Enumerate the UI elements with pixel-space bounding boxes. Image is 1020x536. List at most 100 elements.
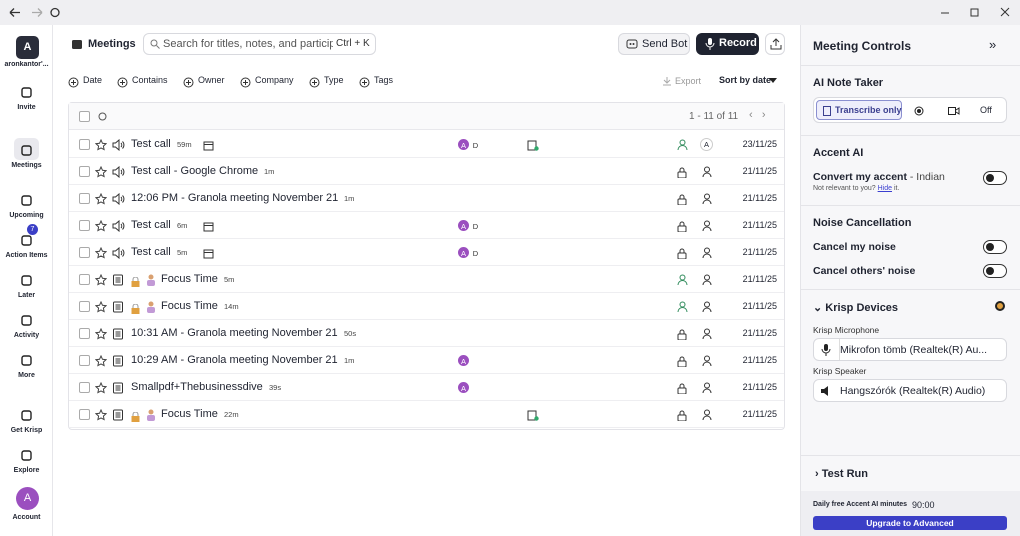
send-bot-label: Send Bot (642, 38, 688, 50)
nav-item[interactable] (14, 138, 39, 160)
send-bot-button[interactable]: Send Bot (618, 33, 690, 55)
meeting-title: Smallpdf+Thebusinessdive (131, 381, 263, 393)
star-icon[interactable] (94, 381, 108, 399)
page-arrows[interactable]: ‹ › (749, 109, 766, 121)
video-option[interactable] (948, 106, 960, 116)
row-checkbox[interactable] (79, 247, 90, 258)
meeting-date: 21/11/25 (742, 193, 777, 203)
meeting-title: Focus Time (161, 300, 218, 312)
share-button[interactable] (765, 33, 785, 55)
minutes-value: 90:00 (912, 500, 935, 510)
text (21, 355, 32, 366)
text (94, 327, 108, 340)
nav-item[interactable] (14, 308, 39, 330)
star-icon[interactable] (94, 165, 108, 183)
others-noise-toggle[interactable] (983, 264, 1007, 278)
table-row[interactable]: Smallpdf+Thebusinessdive 39s A 21/11/25 (69, 374, 784, 401)
hide-link[interactable]: Hide (877, 185, 893, 192)
devices-title[interactable]: ⌄ Krisp Devices (813, 301, 898, 314)
footer-icon[interactable] (21, 448, 32, 466)
type-icon (112, 300, 124, 318)
owner-icon (702, 246, 712, 264)
record-button[interactable]: Record (696, 33, 759, 55)
workspace-avatar[interactable]: A (16, 36, 39, 59)
browser-nav[interactable] (6, 5, 66, 20)
window-controls[interactable] (935, 5, 1015, 20)
footer-icon[interactable] (21, 408, 32, 426)
note-taker-title: AI Note Taker (813, 77, 884, 89)
star-icon[interactable] (94, 300, 108, 318)
row-checkbox[interactable] (79, 328, 90, 339)
off-option[interactable]: Off (980, 105, 992, 115)
star-icon[interactable] (94, 408, 108, 426)
nav-icon (21, 143, 32, 161)
row-checkbox[interactable] (79, 301, 90, 312)
export-button[interactable]: Export (675, 76, 702, 86)
meeting-duration: 5m (224, 275, 235, 284)
my-noise-toggle[interactable] (983, 240, 1007, 254)
table-row[interactable]: Focus Time 22m 21/11/25 (69, 401, 784, 428)
collapse-panel[interactable]: » (989, 37, 997, 52)
nav-item[interactable] (14, 348, 39, 370)
table-row[interactable]: 12:06 PM - Granola meeting November 21 1m… (69, 185, 784, 212)
table-row[interactable]: Test call 6m A D 21/11/25 (69, 212, 784, 239)
search-box[interactable]: Search for titles, notes, and participan… (143, 33, 376, 55)
star-icon[interactable] (94, 354, 108, 372)
mic-select[interactable]: Mikrofon tömb (Realtek(R) Au... (813, 338, 1007, 361)
private-icon (677, 219, 687, 237)
text (203, 249, 214, 259)
sort-dropdown[interactable]: Sort by date (719, 75, 772, 85)
noise-title: Noise Cancellation (813, 217, 912, 229)
star-icon[interactable] (94, 327, 108, 345)
text (131, 303, 140, 314)
table-row[interactable]: Test call 5m A D 21/11/25 (69, 239, 784, 266)
accent-toggle[interactable] (983, 171, 1007, 185)
row-checkbox[interactable] (79, 382, 90, 393)
meeting-duration: 59m (177, 140, 192, 149)
row-checkbox[interactable] (79, 193, 90, 204)
row-checkbox[interactable] (79, 166, 90, 177)
text (677, 356, 687, 368)
row-checkbox[interactable] (79, 139, 90, 150)
row-checkbox[interactable] (79, 355, 90, 366)
star-icon[interactable] (94, 246, 108, 264)
star-icon[interactable] (94, 273, 108, 291)
row-checkbox[interactable] (79, 409, 90, 420)
star-icon[interactable] (94, 192, 108, 210)
nav-item[interactable] (14, 80, 39, 102)
table-row[interactable]: Test call - Google Chrome 1m 21/11/25 (69, 158, 784, 185)
test-run[interactable]: › Test Run (815, 468, 868, 480)
text (240, 77, 251, 88)
nav-item[interactable] (14, 188, 39, 210)
emoji-icon (146, 273, 156, 291)
nav-item[interactable] (14, 268, 39, 290)
table-row[interactable]: Focus Time 14m 21/11/25 (69, 293, 784, 320)
table-row[interactable]: 10:31 AM - Granola meeting November 21 50… (69, 320, 784, 347)
plus-icon (183, 75, 194, 93)
mic-label: Krisp Microphone (813, 325, 880, 335)
table-row[interactable]: 10:29 AM - Granola meeting November 21 1m… (69, 347, 784, 374)
nav-icon (21, 313, 32, 331)
star-icon[interactable] (94, 138, 108, 156)
refresh-icon[interactable] (97, 111, 108, 122)
meeting-date: 21/11/25 (742, 220, 777, 230)
record-option[interactable] (914, 106, 924, 116)
page-title: Meetings (88, 38, 136, 50)
row-checkbox[interactable] (79, 220, 90, 231)
select-all-checkbox[interactable] (79, 111, 90, 122)
row-checkbox[interactable] (79, 274, 90, 285)
separator (839, 339, 840, 360)
meeting-date: 21/11/25 (742, 382, 777, 392)
table-row[interactable]: Focus Time 5m 21/11/25 (69, 266, 784, 293)
type-icon (112, 165, 125, 183)
private-icon (677, 192, 687, 210)
upgrade-button[interactable]: Upgrade to Advanced (813, 516, 1007, 530)
account-avatar[interactable]: A (16, 487, 39, 510)
speaker-select[interactable]: Hangszórók (Realtek(R) Audio) (813, 379, 1007, 402)
star-icon[interactable] (94, 219, 108, 237)
text (113, 382, 123, 394)
text (94, 300, 108, 313)
nav-item[interactable] (14, 228, 39, 250)
transcribe-option[interactable]: Transcribe only (816, 100, 902, 120)
table-row[interactable]: Test call 59m A D A 23/11/25 (69, 131, 784, 158)
